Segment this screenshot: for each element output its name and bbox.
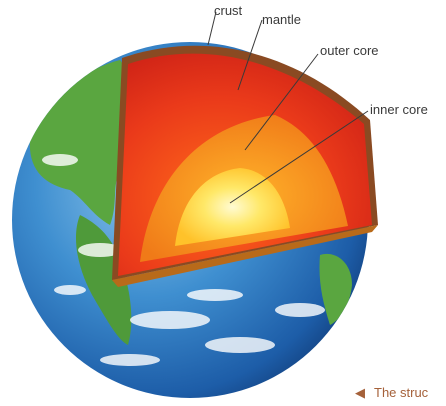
outer-core-label: outer core: [320, 43, 379, 58]
cutaway-section: [112, 45, 378, 287]
leader-lines: [207, 11, 369, 204]
crust-label: crust: [214, 3, 243, 18]
caption-arrow-icon: ◀: [355, 385, 365, 400]
mantle-label: mantle: [262, 12, 301, 27]
africa-land: [319, 253, 352, 325]
inner-core-label: inner core: [370, 102, 428, 117]
clouds: [42, 154, 325, 366]
cutaway-floor: [112, 225, 378, 287]
caption-text: The struc: [374, 385, 429, 400]
inner-core-leader: [229, 110, 369, 204]
outer-core-leader: [244, 53, 319, 151]
mantle-leader: [237, 19, 263, 91]
inner-core-layer: [175, 168, 290, 246]
crust-leader: [207, 11, 217, 46]
